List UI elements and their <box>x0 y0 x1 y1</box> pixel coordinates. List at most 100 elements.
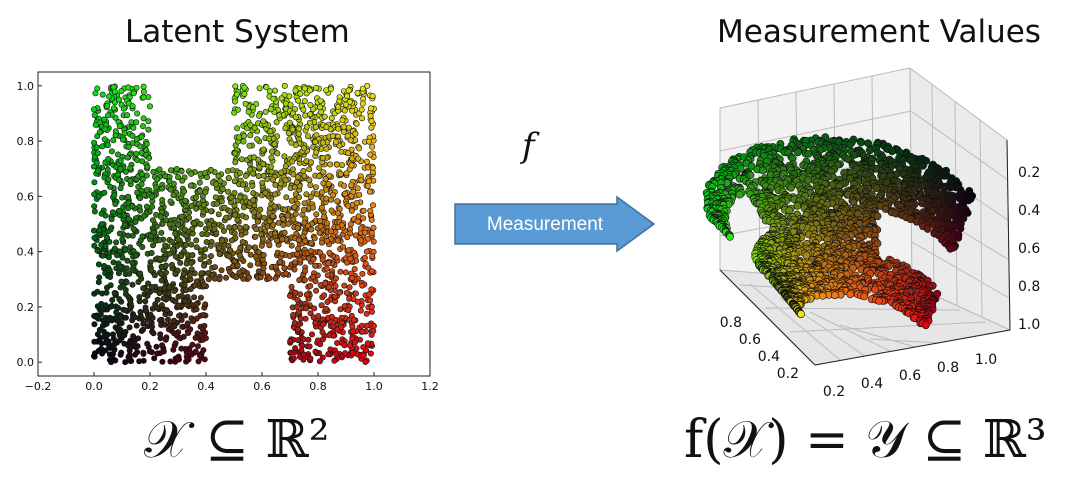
scatter-point <box>154 350 161 357</box>
scatter-point <box>202 329 209 336</box>
scatter-point <box>91 321 98 328</box>
scatter-point <box>189 252 196 259</box>
measurement-values-title: Measurement Values <box>717 14 1041 50</box>
scatter-point <box>292 210 299 217</box>
scatter-point <box>121 212 128 219</box>
scatter-point <box>368 304 375 311</box>
scatter-point <box>302 112 309 119</box>
scatter-point <box>184 320 191 327</box>
scatter-point <box>226 224 233 231</box>
scatter-point <box>348 162 355 169</box>
scatter-point <box>285 130 292 137</box>
scatter-point <box>228 237 235 244</box>
scatter-point <box>165 290 172 297</box>
scatter-point <box>228 194 235 201</box>
scatter-point <box>101 126 108 133</box>
scatter-point <box>112 324 119 331</box>
scatter-point <box>237 224 244 231</box>
scatter-point <box>267 106 274 113</box>
scatter-point <box>111 88 118 95</box>
scatter-point <box>115 270 122 277</box>
scatter-point <box>107 344 114 351</box>
scatter-point <box>106 356 113 363</box>
x-tick-label: 1.2 <box>421 380 439 393</box>
scatter-point <box>218 267 225 274</box>
scatter-point <box>106 93 113 100</box>
scatter-point <box>154 304 161 311</box>
scatter-point <box>225 188 232 195</box>
scatter-point <box>250 154 257 161</box>
scatter-point <box>295 337 302 344</box>
scatter-point <box>161 285 168 292</box>
scatter-point <box>363 158 370 165</box>
scatter-point <box>324 220 331 227</box>
scatter-point <box>95 167 102 174</box>
scatter-point <box>369 164 376 171</box>
scatter-point <box>337 268 344 275</box>
scatter-point <box>349 323 356 330</box>
scatter-point <box>196 179 203 186</box>
scatter-point <box>293 251 300 258</box>
scatter-point <box>148 250 155 257</box>
scatter-point <box>347 255 354 262</box>
scatter-point <box>319 329 326 336</box>
scatter-point <box>143 141 150 148</box>
scatter-point <box>328 313 335 320</box>
scatter-point <box>178 168 185 175</box>
scatter-point <box>200 209 207 216</box>
scatter-point <box>167 198 174 205</box>
scatter-point <box>236 269 243 276</box>
scatter-point <box>124 154 131 161</box>
scatter-point <box>129 103 136 110</box>
cloud-point <box>846 290 855 299</box>
scatter-point <box>247 251 254 258</box>
cloud-point <box>726 232 734 241</box>
cloud-point <box>865 146 874 155</box>
scatter-point <box>338 222 345 229</box>
scatter-point <box>268 148 275 155</box>
scatter-point <box>127 177 134 184</box>
arrow-shape <box>454 195 656 253</box>
scatter-point <box>127 165 134 172</box>
scatter-point <box>160 295 167 302</box>
scatter-point <box>367 151 374 158</box>
scatter-point <box>191 220 198 227</box>
scatter-point <box>247 132 254 139</box>
scatter-point <box>272 230 279 237</box>
scatter-point <box>231 178 238 185</box>
scatter-point <box>114 252 121 259</box>
scatter-point <box>91 106 98 113</box>
scatter-point <box>268 168 275 175</box>
scatter-point <box>110 105 117 112</box>
scatter-point <box>249 183 256 190</box>
scatter-point <box>262 108 269 115</box>
cloud-point <box>954 233 963 242</box>
scatter-point <box>140 320 147 327</box>
scatter-point <box>286 253 293 260</box>
scatter-point <box>116 296 123 303</box>
scatter-point <box>364 183 371 190</box>
scatter-point <box>301 268 308 275</box>
scatter-point <box>267 128 274 135</box>
scatter-point <box>258 231 265 238</box>
scatter-point <box>111 341 118 348</box>
scatter-point <box>242 100 249 107</box>
scatter-point <box>212 194 219 201</box>
scatter-point <box>266 135 273 142</box>
scatter-point <box>291 204 298 211</box>
scatter-point <box>272 263 279 270</box>
scatter-point <box>177 259 184 266</box>
scatter-point <box>364 82 371 89</box>
scatter-point <box>334 237 341 244</box>
scatter-point <box>130 124 137 131</box>
scatter-point <box>360 207 367 214</box>
y-tick-label: 0.0 <box>17 356 35 369</box>
scatter-point <box>178 345 185 352</box>
scatter-point <box>107 183 114 190</box>
scatter-point <box>349 349 356 356</box>
scatter-point <box>307 355 314 362</box>
scatter-point <box>285 220 292 227</box>
scatter-point <box>288 283 295 290</box>
scatter-point <box>95 261 102 268</box>
scatter-point <box>169 261 176 268</box>
